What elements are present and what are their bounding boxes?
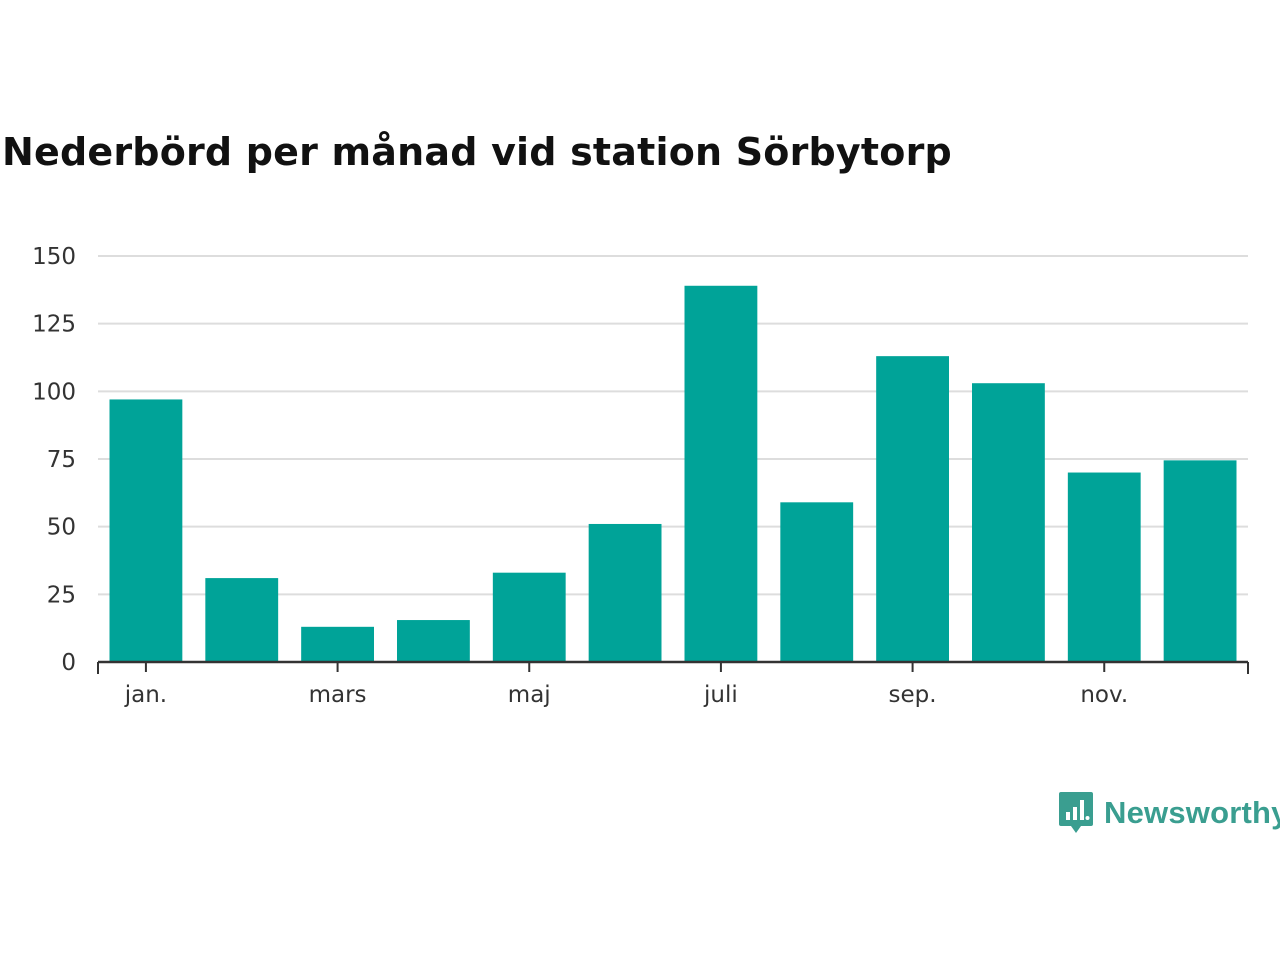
bar-maj[interactable] xyxy=(492,572,566,662)
y-axis-labels: 0 25 50 75 100 125 150 xyxy=(32,244,76,676)
chart-title: Nederbörd per månad vid station Sörbytor… xyxy=(2,130,952,174)
bar-mars[interactable] xyxy=(301,626,374,662)
newsworthy-logo[interactable]: Newsworthy xyxy=(1058,790,1280,836)
bar-dec[interactable] xyxy=(1163,460,1237,662)
x-tick-label: nov. xyxy=(1080,682,1128,708)
x-tick-label: jan. xyxy=(124,682,167,708)
bar-aug[interactable] xyxy=(780,502,854,662)
y-tick-label: 50 xyxy=(47,515,76,541)
bar-nov[interactable] xyxy=(1067,472,1141,662)
gridlines xyxy=(98,255,1248,596)
axes xyxy=(97,660,1249,674)
newsworthy-logo-icon xyxy=(1059,792,1093,833)
bar-juni[interactable] xyxy=(588,523,662,662)
x-tick-label: juli xyxy=(703,682,738,708)
bar-juli[interactable] xyxy=(684,285,758,662)
x-tick-label: maj xyxy=(508,682,551,708)
x-axis-labels: jan. mars maj juli sep. nov. xyxy=(124,682,1128,708)
y-tick-label: 100 xyxy=(32,379,76,405)
y-tick-label: 125 xyxy=(32,312,76,338)
bar-sep[interactable] xyxy=(876,356,949,662)
bar-apr[interactable] xyxy=(397,620,470,662)
bars xyxy=(109,285,1237,662)
brand-name: Newsworthy xyxy=(1104,795,1280,830)
x-tick-label: sep. xyxy=(889,682,937,708)
x-tick-label: mars xyxy=(309,682,367,708)
y-tick-label: 0 xyxy=(61,650,76,676)
bar-jan[interactable] xyxy=(109,399,183,662)
y-tick-label: 150 xyxy=(32,244,76,270)
y-tick-label: 25 xyxy=(47,582,76,608)
bar-okt[interactable] xyxy=(972,383,1045,662)
y-tick-label: 75 xyxy=(47,447,76,473)
bar-feb[interactable] xyxy=(205,578,279,662)
